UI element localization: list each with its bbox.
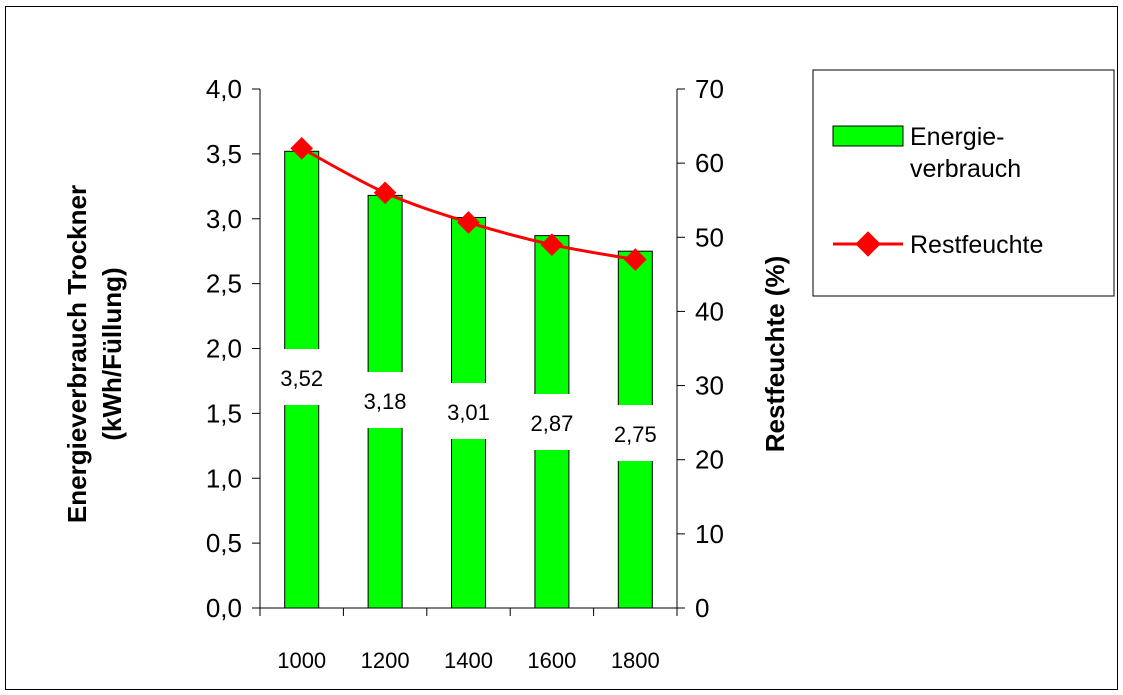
y-left-label-line1: Energieverbrauch Trockner [62,185,92,523]
y-right-tick-label: 70 [695,74,724,104]
chart-frame: Energieverbrauch Trockner (kWh/Füllung) … [5,6,1118,690]
bar-data-label: 3,52 [280,366,323,391]
y-left-tick-label: 4,0 [206,74,242,104]
y-right-tick-label: 40 [695,296,724,326]
legend-box [812,69,1115,297]
bar-data-label-bg [599,405,672,461]
bar-data-label-bg [349,372,422,428]
bar-data-label: 3,01 [447,400,490,425]
y-left-tick-label: 1,0 [206,463,242,493]
x-tick-label: 1800 [611,648,660,673]
y-left-label-line2: (kWh/Füllung) [97,267,127,440]
legend-label-energie-line1: Energie- [910,123,1005,151]
x-tick-label: 1600 [527,648,576,673]
y-left-tick-label: 0,0 [206,593,242,623]
y-left-tick-label: 0,5 [206,528,242,558]
legend-marker-restfeuchte [855,231,881,257]
y-left-tick-label: 2,5 [206,269,242,299]
chart: Energieverbrauch Trockner (kWh/Füllung) … [62,69,1115,673]
x-tick-label: 1000 [277,648,326,673]
legend-label-restfeuchte: Restfeuchte [910,231,1043,259]
bar-data-label-bg [265,349,338,405]
y-left-tick-label: 1,5 [206,398,242,428]
y-left-tick-label: 2,0 [206,334,242,364]
legend-swatch-energieverbrauch [832,125,904,147]
bar-data-label: 2,87 [530,411,573,436]
y-right-tick-label: 60 [695,148,724,178]
legend: Energie- verbrauch Restfeuchte [812,69,1115,297]
y-right-tick-label: 50 [695,222,724,252]
x-tick-label: 1200 [361,648,410,673]
bar-data-label: 2,75 [614,422,657,447]
y-right-tick-label: 10 [695,519,724,549]
bar-data-label-bg [432,383,505,439]
y-left-tick-label: 3,0 [206,204,242,234]
x-tick-label: 1400 [444,648,493,673]
y-left-tick-label: 3,5 [206,139,242,169]
plot-area: 0,0 0,5 1,0 1,5 2,0 2,5 3,0 3,5 4,0 0 10 20 30 40 50 60… [206,74,724,673]
bar-data-label: 3,18 [364,389,407,414]
y-right-tick-label: 30 [695,371,724,401]
bar-data-label-bg [515,394,588,450]
y-right-tick-label: 0 [695,593,709,623]
y-right-tick-label: 20 [695,445,724,475]
legend-label-energie-line2: verbrauch [910,155,1021,183]
y-right-label: Restfeuchte (%) [760,256,790,452]
